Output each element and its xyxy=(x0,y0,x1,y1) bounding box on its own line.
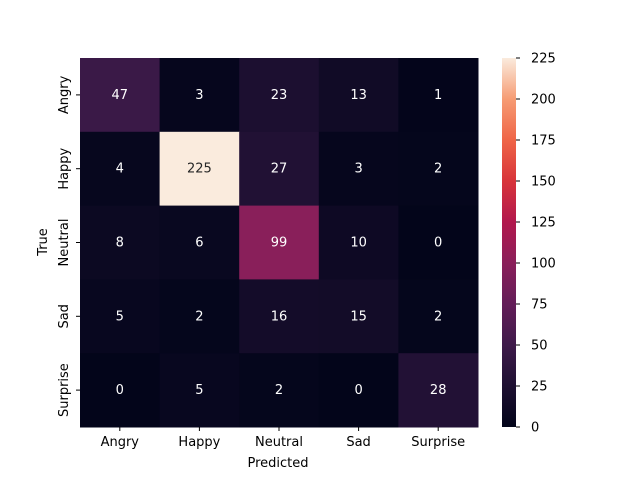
heatmap-cell xyxy=(318,353,399,428)
cell-value-label: 2 xyxy=(434,309,442,324)
colorbar-tick-label: 25 xyxy=(531,380,548,395)
heatmap-cell xyxy=(239,279,320,354)
colorbar-tick-label: 0 xyxy=(531,421,539,436)
cell-value-label: 3 xyxy=(354,162,362,177)
y-tick-label: Sad xyxy=(57,304,72,328)
colorbar-tick-label: 175 xyxy=(531,134,556,149)
heatmap-cell xyxy=(239,131,320,207)
x-axis-label: Predicted xyxy=(247,456,308,471)
colorbar-tick-label: 225 xyxy=(531,52,556,67)
heatmap-cell xyxy=(398,205,479,280)
cell-value-label: 0 xyxy=(354,383,362,398)
cell-value-label: 28 xyxy=(430,383,447,398)
colorbar-tick-label: 200 xyxy=(531,93,556,108)
heatmap-cell xyxy=(318,279,399,354)
heatmap-cell xyxy=(318,205,399,280)
cell-value-label: 3 xyxy=(195,88,203,103)
heatmap-cell xyxy=(80,353,161,428)
heatmap-cell xyxy=(318,131,399,207)
cell-value-label: 16 xyxy=(271,309,288,324)
heatmap-cell xyxy=(398,58,479,133)
cell-value-label: 13 xyxy=(350,88,367,103)
cell-value-label: 0 xyxy=(434,236,442,251)
heatmap-cell xyxy=(318,58,399,133)
colorbar-tick-label: 75 xyxy=(531,298,548,313)
colorbar-tick-label: 125 xyxy=(531,216,556,231)
heatmap-cell xyxy=(398,131,479,207)
heatmap-cell xyxy=(239,58,320,133)
y-tick-label: Surprise xyxy=(57,363,72,417)
cell-value-label: 6 xyxy=(195,236,203,251)
x-tick-label: Surprise xyxy=(411,435,465,450)
heatmap-cell xyxy=(398,353,479,428)
cell-value-label: 15 xyxy=(350,309,367,324)
x-tick-label: Happy xyxy=(178,435,220,450)
heatmap-cell xyxy=(80,205,161,280)
heatmap-cell xyxy=(239,205,320,280)
cell-value-label: 99 xyxy=(271,236,288,251)
colorbar-tick-label: 150 xyxy=(531,175,556,190)
cell-value-label: 2 xyxy=(434,162,442,177)
heatmap-cell xyxy=(239,353,320,428)
cell-value-label: 2 xyxy=(195,309,203,324)
heatmap-cell xyxy=(159,131,240,207)
heatmap-cell xyxy=(159,58,240,133)
heatmap-cell xyxy=(398,279,479,354)
x-tick-label: Sad xyxy=(346,435,370,450)
x-tick-labels: Angry Happy Neutral Sad Surprise xyxy=(101,427,465,450)
cell-value-label: 5 xyxy=(116,309,124,324)
heatmap-cell xyxy=(159,353,240,428)
cell-value-label: 10 xyxy=(350,236,367,251)
y-axis-label: True xyxy=(36,228,51,257)
heatmap-cell xyxy=(80,58,161,133)
heatmap-cell xyxy=(159,205,240,280)
colorbar-tick-label: 50 xyxy=(531,339,548,354)
cell-value-label: 2 xyxy=(275,383,283,398)
y-tick-label: Happy xyxy=(57,147,72,189)
heatmap-cell xyxy=(159,279,240,354)
cell-value-label: 0 xyxy=(116,383,124,398)
heatmap-cells: 47 3 23 13 14 225 27 3 28 6 99 10 05 2 16 15 20 5 2 0 28 xyxy=(80,58,479,428)
cell-value-label: 225 xyxy=(187,162,212,177)
cell-value-label: 27 xyxy=(271,162,288,177)
cell-value-label: 4 xyxy=(116,162,124,177)
cell-value-label: 5 xyxy=(195,383,203,398)
y-tick-label: Neutral xyxy=(57,219,72,267)
heatmap-cell xyxy=(80,131,161,207)
cell-value-label: 8 xyxy=(116,236,124,251)
x-tick-label: Angry xyxy=(101,435,140,450)
cell-value-label: 23 xyxy=(271,88,288,103)
colorbar-tick-label: 100 xyxy=(531,257,556,272)
colorbar-ticks: 0 25 50 75 100 125 150 175 200 225 xyxy=(516,52,556,436)
x-tick-label: Neutral xyxy=(255,435,303,450)
heatmap-cell xyxy=(80,279,161,354)
y-tick-label: Angry xyxy=(57,75,72,114)
cell-value-label: 47 xyxy=(112,88,129,103)
y-tick-labels: Angry Happy Neutral Sad Surprise xyxy=(57,75,80,417)
cell-value-label: 1 xyxy=(434,88,442,103)
colorbar xyxy=(502,58,516,427)
